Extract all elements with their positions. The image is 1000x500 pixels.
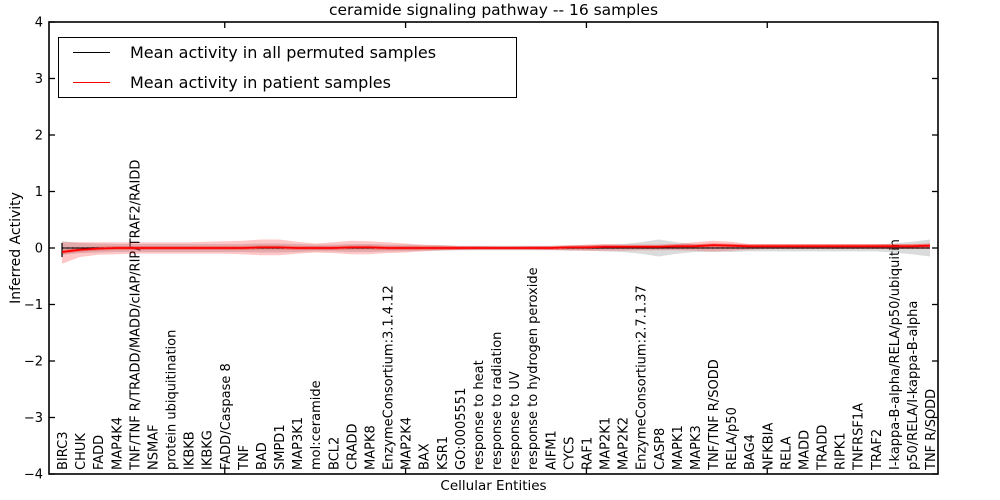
- x-category-label: CRADD: [345, 424, 360, 471]
- x-category-label: AIFM1: [544, 430, 559, 470]
- x-category-label: IKBKG: [201, 430, 216, 470]
- x-category-label: BAX: [418, 443, 433, 470]
- legend-entry-permuted: Mean activity in all permuted samples: [59, 43, 516, 62]
- y-tick-label: 2: [35, 129, 43, 144]
- x-category-label: MAP3K1: [291, 417, 306, 470]
- legend-line-black-icon: [73, 52, 110, 54]
- x-category-label: BIRC3: [56, 432, 71, 471]
- x-category-label: EnzymeConsortium:2.7.1.37: [635, 285, 650, 470]
- x-category-label: TNFRSF1A: [852, 403, 867, 471]
- legend-label-permuted: Mean activity in all permuted samples: [130, 43, 437, 63]
- x-category-label: TRADD: [816, 425, 831, 471]
- chart-title: ceramide signaling pathway -- 16 samples: [328, 1, 659, 19]
- x-category-label: RIPK1: [834, 432, 849, 470]
- x-category-label: NFKBIA: [761, 423, 776, 470]
- x-category-label: MAP2K2: [617, 417, 632, 470]
- x-category-label: MAP2K1: [599, 417, 614, 470]
- x-category-label: CYCS: [562, 437, 577, 470]
- y-tick-label: −2: [24, 355, 43, 370]
- x-category-label: MAP2K4: [400, 417, 415, 470]
- x-category-label: SMPD1: [273, 424, 288, 470]
- y-axis-label: Inferred Activity: [8, 192, 24, 304]
- x-category-label: MADD: [797, 430, 812, 470]
- y-tick-label: −3: [24, 411, 43, 426]
- patient-mean-line: [61, 244, 931, 253]
- x-axis-label: Cellular Entities: [440, 478, 547, 494]
- x-category-label: BAD: [255, 442, 270, 470]
- x-category-label: response to heat: [472, 360, 487, 470]
- x-category-label: TNF/TNF R/TRADD/MADD/cIAP/RIP/TRAF2/RAID…: [128, 160, 143, 471]
- x-category-label: response to hydrogen peroxide: [526, 267, 541, 470]
- patient-samples-spread-band: [62, 239, 930, 264]
- x-category-label: TNF R/SODD: [924, 389, 939, 471]
- y-tick-label: −4: [24, 468, 43, 483]
- x-category-label: BAG4: [743, 434, 758, 470]
- x-category-label: BCL2: [327, 437, 342, 470]
- x-category-label: FADD: [92, 435, 107, 470]
- legend-entry-patient: Mean activity in patient samples: [59, 73, 516, 92]
- x-category-label: RAF1: [580, 437, 595, 470]
- x-category-label: CASP8: [653, 428, 668, 470]
- y-tick-label: 1: [35, 185, 43, 200]
- legend-line-red-icon: [73, 81, 110, 83]
- x-category-label: IKBKB: [183, 431, 198, 470]
- x-category-label: response to radiation: [490, 332, 505, 470]
- x-category-label: p50/RELA/I-kappa-B-alpha: [906, 301, 921, 470]
- x-category-label: FADD/Caspase 8: [219, 363, 234, 470]
- x-category-label: MAPK1: [671, 425, 686, 470]
- x-category-label: TNF/TNF R/SODD: [707, 359, 722, 471]
- x-category-label: I-kappa-B-alpha/RELA/p50/ubiquitin: [888, 239, 903, 470]
- x-category-label: TRAF2: [870, 429, 885, 471]
- x-category-label: MAPK8: [363, 425, 378, 470]
- x-category-label: GO:0005551: [454, 388, 469, 470]
- tick-marks: [49, 21, 938, 475]
- x-category-label: mol:ceramide: [309, 380, 324, 470]
- x-category-label: protein ubiquitination: [165, 330, 180, 470]
- x-category-label: response to UV: [508, 371, 523, 470]
- x-category-label: MAP4K4: [110, 417, 125, 470]
- x-category-label: RELA: [779, 436, 794, 470]
- y-tick-label: 0: [35, 242, 43, 257]
- y-tick-labels: 4 3 2 1 0 −1 −2 −3 −4: [24, 16, 43, 483]
- x-category-label: KSR1: [436, 436, 451, 470]
- x-category-label: NSMAF: [146, 424, 161, 470]
- x-category-labels: BIRC3 CHUK FADD MAP4K4 TNF/TNF R/TRADD/MADD/…: [56, 160, 939, 471]
- x-category-label: MAPK3: [689, 425, 704, 470]
- legend-label-patient: Mean activity in patient samples: [130, 72, 391, 92]
- x-category-label: TNF: [237, 445, 252, 471]
- legend: Mean activity in all permuted samples Me…: [58, 37, 517, 98]
- y-tick-label: −1: [24, 298, 43, 313]
- y-tick-label: 3: [35, 72, 43, 87]
- y-tick-label: 4: [35, 16, 43, 31]
- x-category-label: EnzymeConsortium:3.1.4.12: [382, 285, 397, 470]
- x-category-label: CHUK: [74, 433, 89, 470]
- x-category-label: RELA/p50: [725, 407, 740, 470]
